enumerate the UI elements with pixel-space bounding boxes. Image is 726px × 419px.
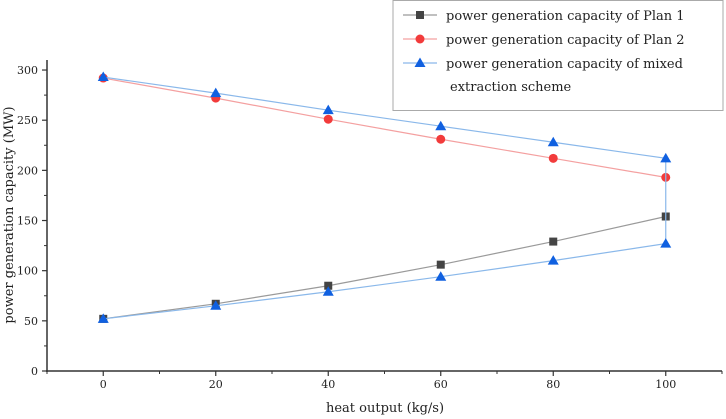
- legend-marker: [416, 11, 424, 19]
- plot-area: [97, 71, 672, 323]
- x-tick-label: 100: [655, 378, 676, 391]
- legend: power generation capacity of Plan 1 power…: [392, 0, 724, 111]
- x-tick-label: 0: [100, 378, 107, 391]
- data-point: [549, 237, 558, 246]
- data-point: [210, 300, 222, 310]
- data-point: [436, 134, 446, 144]
- series-line: [103, 215, 666, 320]
- y-tick-label: 100: [17, 265, 38, 278]
- data-point: [547, 136, 559, 147]
- x-axis-label: heat output (kg/s): [326, 401, 444, 416]
- data-point: [323, 114, 333, 124]
- series-1: [99, 212, 670, 323]
- data-point: [435, 271, 447, 281]
- y-tick-label: 300: [17, 64, 38, 77]
- y-tick-label: 150: [17, 215, 38, 228]
- data-point: [97, 71, 109, 82]
- data-point: [547, 255, 559, 265]
- x-tick-label: 80: [546, 378, 560, 391]
- data-point: [324, 281, 333, 290]
- series-line: [103, 76, 667, 320]
- legend-label: power generation capacity of mixed: [446, 57, 683, 72]
- x-tick-label: 20: [209, 378, 223, 391]
- x-tick-label: 40: [321, 378, 335, 391]
- legend-label: power generation capacity of Plan 2: [446, 33, 685, 48]
- legend-box: [392, 0, 724, 111]
- data-point: [97, 313, 109, 323]
- y-axis-label: power generation capacity (MW): [2, 106, 17, 323]
- y-tick-label: 250: [17, 114, 38, 127]
- y-tick-label: 0: [31, 365, 38, 378]
- data-point: [660, 152, 672, 163]
- x-tick-label: 60: [434, 378, 448, 391]
- legend-marker: [414, 57, 426, 67]
- legend-label: extraction scheme: [450, 80, 572, 95]
- axes: 0 50 100 150 200 250 300 0 20 40 60 80 100: [17, 60, 723, 391]
- legend-label: power generation capacity of Plan 1: [446, 9, 685, 24]
- data-point: [322, 286, 334, 296]
- legend-marker: [415, 34, 425, 44]
- data-point: [660, 238, 672, 248]
- data-point: [210, 87, 222, 98]
- y-tick-label: 50: [24, 315, 38, 328]
- data-point: [548, 153, 558, 163]
- data-point: [435, 120, 447, 131]
- data-point: [436, 260, 445, 269]
- series-line: [103, 77, 666, 178]
- series-3: [97, 71, 672, 323]
- y-tick-label: 200: [17, 164, 38, 177]
- data-point: [322, 104, 334, 115]
